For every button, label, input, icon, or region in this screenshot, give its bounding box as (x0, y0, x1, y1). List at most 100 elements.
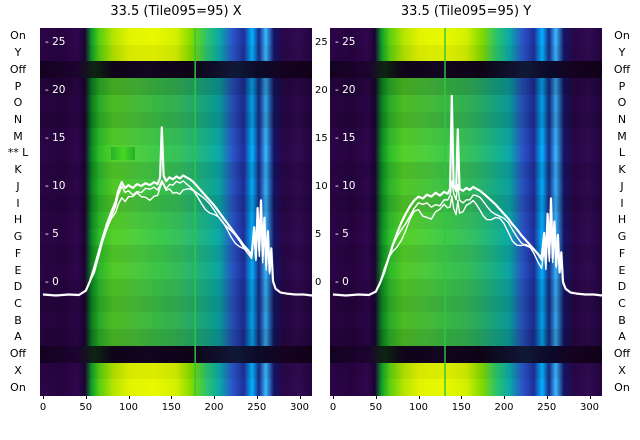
row-label-right-16: C (618, 297, 626, 310)
heatmap-row-o (330, 94, 602, 113)
y-tick-gap: 20 (315, 85, 328, 96)
y-tick-inner: - 0 (335, 276, 349, 288)
y-tick-inner: - 10 (45, 180, 66, 192)
heatmap-row-x (40, 362, 312, 380)
x-tick-mark (85, 396, 87, 399)
row-label-right-10: I (620, 196, 624, 210)
y-tick-inner: - 5 (335, 228, 349, 240)
row-label-right-18: A (618, 330, 626, 344)
x-tick-mark (461, 396, 463, 399)
heatmap-row-f (40, 245, 312, 263)
heatmap-row-l (40, 145, 312, 163)
row-label-left-3: P (14, 79, 22, 93)
row-label-right-3: P (618, 79, 626, 93)
panel-title-x: 33.5 (Tile095=95) X (110, 4, 242, 19)
row-label-right-20: X (618, 363, 626, 377)
x-tick-label: 150 (161, 402, 181, 413)
heatmap-row-off (40, 61, 312, 79)
x-tick-label: 250 (537, 402, 557, 413)
bandpass-line-sub (332, 195, 602, 297)
heatmap-row-a (330, 329, 602, 347)
heatmap-row-m (40, 128, 312, 146)
row-label-right-4: O (617, 96, 627, 110)
row-label-left-9: J (16, 179, 20, 193)
x-tick-mark (375, 396, 377, 399)
row-label-left-6: M (13, 129, 23, 143)
heatmap-row-m (330, 128, 602, 146)
y-tick-inner: - 15 (335, 132, 356, 144)
heatmap-row-y (330, 44, 602, 63)
heatmap-row-n (330, 111, 602, 129)
heatmap-row-c (330, 295, 602, 313)
row-label-right-2: Off (613, 62, 631, 76)
row-label-left-8: K (14, 163, 22, 177)
x-tick-mark (214, 396, 215, 399)
row-label-right-8: K (618, 163, 626, 177)
x-tick-label: 150 (451, 402, 471, 413)
heatmap-row-d (330, 278, 602, 297)
heatmap-row-x (330, 362, 602, 380)
row-label-right-12: G (617, 230, 627, 244)
y-tick-inner: - 25 (45, 36, 66, 48)
y-tick-gap: 15 (315, 133, 328, 144)
y-tick-inner: - 0 (45, 276, 59, 288)
heatmap-row-e (330, 262, 602, 280)
row-label-right-13: F (618, 246, 626, 260)
row-label-left-15: D (13, 280, 23, 294)
row-label-left-11: H (13, 213, 23, 227)
x-tick-label: 100 (408, 402, 429, 413)
heatmap-row-off (330, 345, 602, 364)
heatmap-row-n (40, 111, 312, 129)
y-tick-inner: - 15 (45, 132, 66, 144)
row-label-left-17: B (14, 313, 22, 327)
x-tick-label: 200 (494, 402, 514, 413)
row-label-left-18: A (14, 330, 22, 344)
row-label-left-20: X (14, 363, 22, 377)
y-tick-inner: - 10 (335, 180, 356, 192)
x-tick-mark (589, 396, 591, 399)
heatmap-row-b (40, 312, 312, 330)
y-tick-gap: 0 (315, 277, 322, 288)
heatmap-row-o (40, 94, 312, 113)
heatmap-row-l (330, 145, 602, 163)
y-tick-inner: - 20 (45, 84, 66, 96)
row-label-right-19: Off (613, 347, 631, 361)
heatmap-row-i (330, 195, 602, 213)
heatmap-row-on (40, 28, 312, 46)
bandpass-overlay (42, 28, 312, 396)
heatmap-row-on (330, 379, 602, 396)
x-tick-mark (546, 396, 548, 399)
bandpass-line-main (42, 126, 312, 297)
x-tick-label: 250 (247, 402, 267, 413)
heatmap-row-d (40, 278, 312, 297)
heatmap-row-on (40, 379, 312, 396)
row-label-right-5: N (617, 113, 627, 126)
x-tick-label: 0 (39, 402, 47, 413)
row-label-left-21: On (10, 380, 26, 394)
heatmap-row-e (40, 262, 312, 280)
row-label-right-0: On (614, 29, 630, 43)
heatmap-row-on (330, 28, 602, 46)
bandpass-overlay (332, 28, 602, 396)
x-tick-label: 100 (118, 402, 139, 413)
flagged-cell (111, 147, 136, 160)
x-tick-mark (333, 396, 334, 399)
heatmap-row-p (40, 78, 312, 96)
x-tick-label: 50 (79, 402, 93, 413)
heatmap-row-off (40, 345, 312, 364)
row-label-left-4: O (13, 96, 23, 110)
heatmap-row-off (330, 61, 602, 79)
y-tick-gap: 25 (315, 37, 328, 48)
x-tick-label: 200 (204, 402, 224, 413)
x-tick-mark (256, 396, 258, 399)
bandpass-line-sub (332, 180, 602, 297)
heatmap-row-k (40, 161, 312, 180)
row-label-left-10: I (16, 196, 20, 210)
row-label-right-17: B (618, 313, 626, 327)
row-label-left-16: C (14, 297, 22, 310)
x-tick-mark (43, 396, 44, 399)
row-label-right-7: L (618, 146, 626, 160)
heatmap-row-y (40, 44, 312, 63)
heatmap-row-a (40, 329, 312, 347)
row-label-left-12: G (13, 230, 23, 244)
